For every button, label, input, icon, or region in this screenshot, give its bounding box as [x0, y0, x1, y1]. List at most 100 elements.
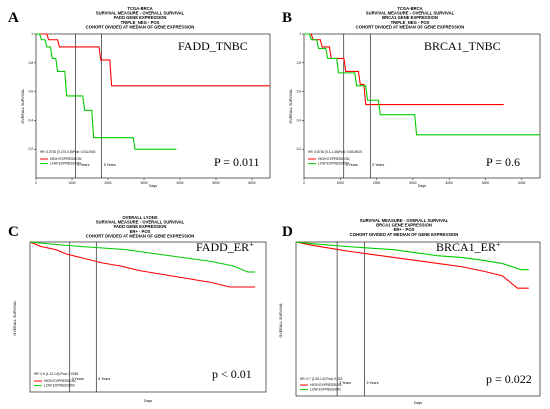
plot-frame: [29, 241, 267, 393]
landmark-label: 5 Years: [104, 163, 116, 167]
chart-title-line: SURVIVAL MEASURE - OVERALL SURVIVAL: [360, 218, 449, 223]
legend-entry: HIGH EXPRESSION: [50, 157, 82, 161]
panel-label: C: [8, 224, 19, 240]
gene-label-text: BRCA1_ER: [436, 240, 496, 254]
p-value-label: p = 0.022: [486, 372, 532, 386]
chart-title-line: SURVIVAL MEASURE - OVERALL SURVIVAL: [96, 220, 185, 225]
km-curve-high: [36, 33, 270, 87]
chart-title-line: ER+ - POS: [130, 229, 151, 234]
plot-frame: [35, 33, 271, 179]
p-value-label: p < 0.01: [212, 367, 252, 381]
gene-label-superscript: +: [496, 240, 501, 249]
x-tick-label: 6000: [248, 181, 255, 185]
gene-label-text: FADD_ER: [196, 240, 249, 254]
gene-label-superscript: +: [249, 240, 254, 249]
gene-label-text: FADD_TNBC: [178, 39, 248, 53]
panel-label: B: [282, 10, 292, 26]
chart-title-line: FADD GENE EXPRESSION: [114, 15, 167, 20]
km-curve-low: [29, 241, 256, 273]
legend-entry: LOW EXPRESSION: [318, 162, 349, 166]
x-tick-label: 2000: [104, 181, 111, 185]
x-tick-label: 3000: [409, 181, 416, 185]
y-axis-label: OVERALL SURVIVAL: [13, 301, 17, 336]
x-axis-label: Days: [149, 184, 157, 188]
y-tick-label: 0.4: [29, 118, 34, 122]
legend-entry: HIGH EXPRESSION: [318, 157, 350, 161]
chart-title-line: TRIPLE_NEG - POS: [121, 20, 160, 25]
chart-title-line: ER+ - POS: [394, 227, 415, 232]
gene-label: FADD_TNBC: [178, 39, 248, 53]
x-tick-label: 3000: [140, 181, 147, 185]
chart-title-line: SURVIVAL MEASURE - OVERALL SURVIVAL: [366, 11, 455, 16]
landmark-label: 3 Years: [72, 377, 84, 381]
hazard-ratio-text: HR: 0.3730 (0.170-0.8)Pval: 0.0112000: [40, 150, 96, 154]
x-tick-label: 4000: [176, 181, 183, 185]
landmark-label: 3 Years: [339, 381, 351, 385]
legend-entry: LOW EXPRESSION: [50, 162, 81, 166]
x-axis-label: Days: [418, 184, 426, 188]
gene-label: BRCA1_TNBC: [424, 39, 501, 53]
chart-title-line: FADD GENE EXPRESSION: [114, 224, 167, 229]
x-tick-label: 5000: [212, 181, 219, 185]
km-curve-low: [304, 33, 540, 136]
y-tick-label: 0.4: [297, 118, 302, 122]
panel-label: A: [8, 10, 19, 26]
legend-entry: LOW EXPRESSION: [44, 384, 75, 388]
y-tick-label: 0.2: [29, 147, 34, 151]
landmark-label: 5 Years: [367, 381, 379, 385]
gene-label: FADD_ER+: [196, 240, 254, 254]
y-tick-label: 0.8: [29, 61, 34, 65]
landmark-label: 3 Years: [77, 163, 89, 167]
x-tick-label: 1000: [337, 181, 344, 185]
x-tick-label: 6000: [518, 181, 525, 185]
y-tick-label: 0.2: [297, 147, 302, 151]
chart-title-line: TRIPLE_NEG - POS: [391, 20, 430, 25]
km-curve-low: [36, 33, 177, 150]
km-curve-high: [29, 241, 256, 288]
gene-label: BRCA1_ER+: [436, 240, 501, 254]
hazard-ratio-text: HR: 0.6 (1.12-1.8) Pval: 0.0053: [34, 372, 78, 376]
y-tick-label: 1: [31, 32, 33, 36]
y-tick-label: 0.6: [29, 90, 34, 94]
chart-title-line: OVERALL LYONS: [122, 215, 157, 220]
gene-label-text: BRCA1_TNBC: [424, 39, 501, 53]
chart-title-line: SURVIVAL MEASURE - OVERALL SURVIVAL: [96, 11, 185, 16]
chart-title-line: COHORT DIVIDED AT MEDIAN OF GENE EXPRESS…: [350, 232, 459, 237]
chart-title-line: COHORT DIVIDED AT MEDIAN OF GENE EXPRESS…: [86, 233, 195, 238]
km-curve-low: [295, 241, 529, 271]
plot-frame: [303, 33, 541, 179]
x-tick-label: 2000: [373, 181, 380, 185]
chart-title-line: TCGA-BRCA: [397, 6, 422, 11]
landmark-label: 5 Years: [372, 163, 384, 167]
y-axis-label: OVERALL SURVIVAL: [289, 89, 293, 124]
x-tick-label: 0: [35, 181, 37, 185]
chart-title-line: TCGA-BRCA: [127, 6, 152, 11]
x-tick-label: 5000: [482, 181, 489, 185]
km-curve-high: [295, 241, 529, 289]
p-value-label: P = 0.6: [486, 155, 520, 169]
x-tick-label: 1000: [68, 181, 75, 185]
legend-entry: HIGH EXPRESSION: [310, 383, 342, 387]
plot-frame: [295, 241, 541, 397]
p-value-label: P = 0.011: [214, 155, 260, 169]
x-axis-label: Days: [144, 399, 152, 403]
hazard-ratio-text: HR: 0.8730 (0.1-1.46)Pval: 0.6019615: [308, 150, 362, 154]
chart-title-line: BRCA1 GENE EXPRESSION: [382, 15, 438, 20]
landmark-label: 3 Years: [346, 163, 358, 167]
x-axis-label: Days: [414, 401, 422, 405]
x-tick-label: 4000: [446, 181, 453, 185]
y-tick-label: 0.6: [297, 90, 302, 94]
hazard-ratio-text: HR: 0.7 (1.05-1.6) Pval: 0.022: [300, 377, 343, 381]
landmark-label: 5 Years: [98, 377, 110, 381]
chart-title-line: BRCA1 GENE EXPRESSION: [376, 223, 432, 228]
chart-title-line: COHORT DIVIDED AT MEDIAN OF GENE EXPRESS…: [86, 24, 195, 29]
chart-title-line: COHORT DIVIDED AT MEDIAN OF GENE EXPRESS…: [356, 24, 465, 29]
panel-label: D: [282, 224, 293, 240]
legend-entry: LOW EXPRESSION: [310, 388, 341, 392]
